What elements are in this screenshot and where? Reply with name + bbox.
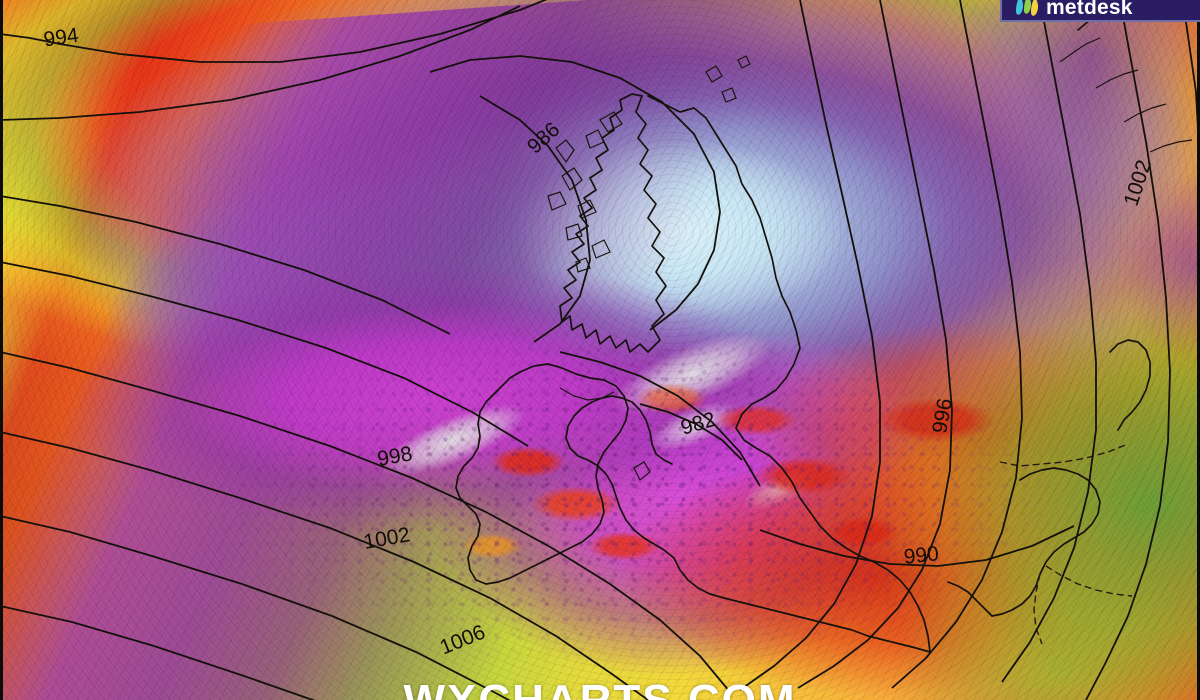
isobar-label: 986 <box>523 118 564 159</box>
metdesk-wordmark: metdesk <box>1046 0 1133 19</box>
isobar-label: 996 <box>928 397 957 436</box>
metdesk-droplet-icon <box>1014 0 1040 20</box>
isobar-label: 994 <box>42 24 80 52</box>
isobar-label: 998 <box>376 442 415 471</box>
metdesk-logo[interactable]: metdesk <box>1000 0 1200 22</box>
isobar-label: 1002 <box>362 523 412 554</box>
isobar-label: 990 <box>903 542 940 569</box>
isobar-label: 982 <box>678 408 718 440</box>
isobar-label: 1006 <box>437 621 489 660</box>
isobar-label: 1002 <box>1120 157 1156 209</box>
